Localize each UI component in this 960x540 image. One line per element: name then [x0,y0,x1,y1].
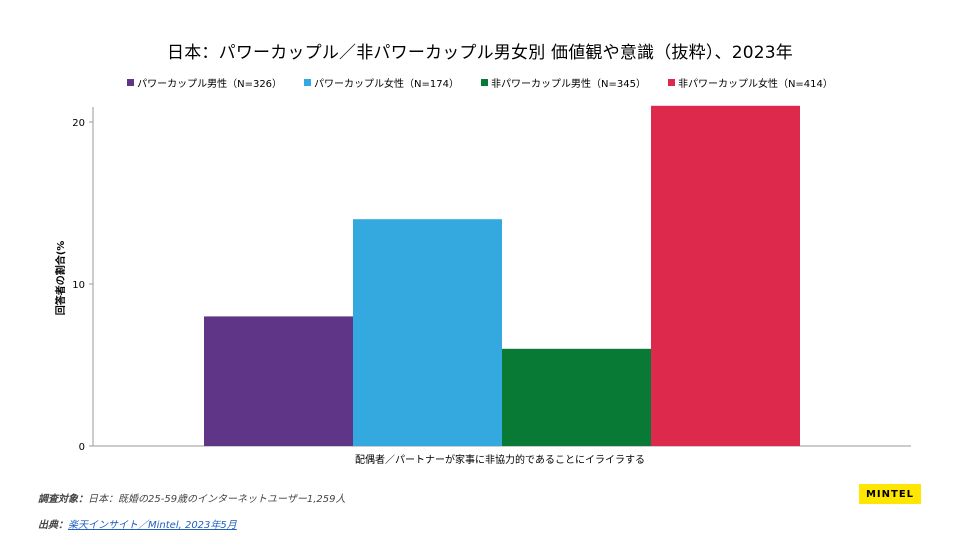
chart-title: 日本：パワーカップル／非パワーカップル男女別 価値観や意識（抜粋）、2023年 [167,43,793,63]
bar [204,316,353,446]
x-category-label: 配偶者／パートナーが家事に非協力的であることにイライラする [355,453,645,466]
y-tick-label: 0 [79,442,85,453]
chart-legend: パワーカップル男性（N=326） パワーカップル女性（N=174） 非パワーカップル… [0,75,960,90]
legend-label: パワーカップル女性（N=174） [314,79,459,90]
y-tick-label: 20 [72,118,85,129]
source-footnote: 出典：楽天インサイト／Mintel, 2023年5月 [38,516,237,531]
legend-label: 非パワーカップル女性（N=414） [677,79,833,90]
legend-item: パワーカップル男性（N=326） [127,75,282,90]
survey-footnote-text: 日本：既婚の25-59歳のインターネットユーザー1,259人 [88,494,346,505]
source-link[interactable]: 楽天インサイト／Mintel, 2023年5月 [68,520,237,531]
bar [651,105,800,447]
survey-footnote-key: 調査対象： [38,494,88,505]
legend-label: 非パワーカップル男性（N=345） [491,79,646,90]
legend-item: 非パワーカップル男性（N=345） [481,75,646,90]
legend-item: パワーカップル女性（N=174） [304,75,459,90]
legend-label: パワーカップル男性（N=326） [137,79,283,90]
source-footnote-key: 出典： [38,520,68,531]
legend-swatch [667,79,675,86]
y-axis-label: 回答者の割合(% [56,240,67,316]
legend-swatch [127,79,135,86]
legend-swatch [304,79,312,86]
mintel-logo: MINTEL [859,484,921,504]
bar [502,348,651,446]
legend-swatch [481,79,488,86]
bar [353,219,502,446]
survey-footnote: 調査対象：日本：既婚の25-59歳のインターネットユーザー1,259人 [38,490,346,505]
y-tick-label: 10 [72,280,85,291]
legend-item: 非パワーカップル女性（N=414） [667,75,833,90]
